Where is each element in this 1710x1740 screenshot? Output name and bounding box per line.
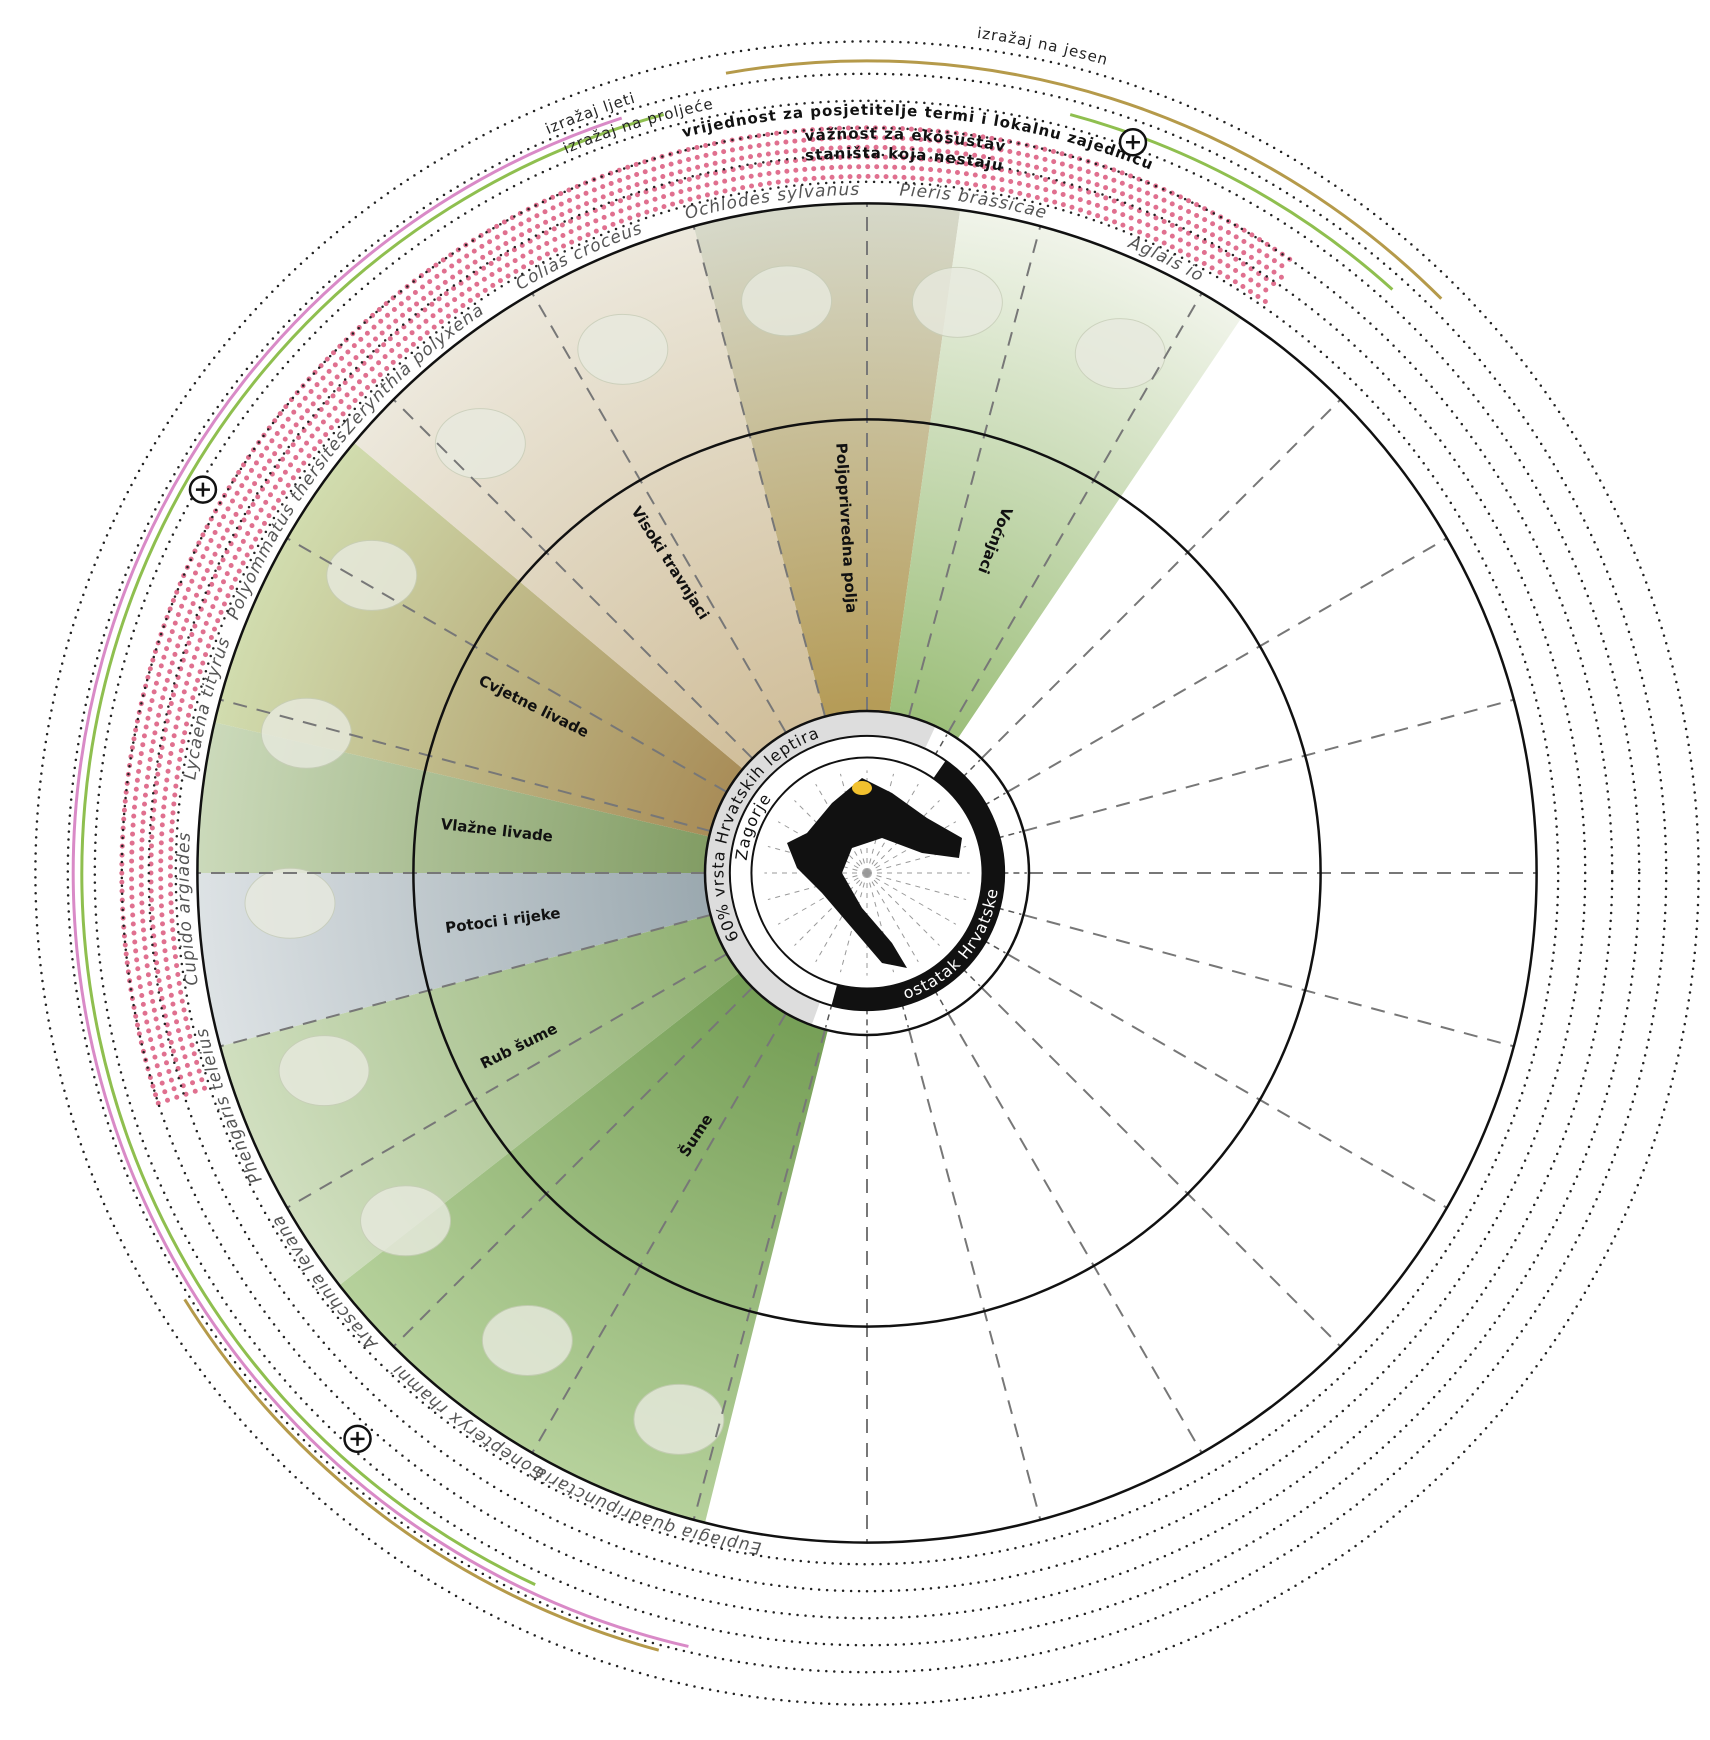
habitat-area <box>354 226 826 769</box>
butterfly-photo <box>326 539 418 611</box>
sector-line <box>286 953 728 1209</box>
rest-band <box>831 760 1005 1011</box>
summer-arc <box>80 113 665 1586</box>
autumn-arc-low <box>183 1298 660 1652</box>
sector-line <box>219 698 711 833</box>
butterfly-photo <box>1074 318 1166 390</box>
butterfly-photo <box>741 265 833 337</box>
butterfly-photo <box>633 1383 725 1455</box>
plus-icon-cross <box>195 482 210 497</box>
map-tick <box>866 872 940 946</box>
dotted-ring <box>147 153 1587 1593</box>
butterfly-photo <box>434 408 526 480</box>
map-tick <box>815 872 868 963</box>
dotted-ring <box>34 40 1700 1706</box>
plus-icon-cross <box>350 1431 365 1446</box>
sector-line <box>692 1029 827 1521</box>
butterfly-photo <box>278 1035 370 1107</box>
dotted-ring <box>120 126 1614 1620</box>
inner-circle <box>703 709 1031 1037</box>
disappearing-dots <box>129 135 1292 1103</box>
sector-line <box>947 1012 1203 1454</box>
sector-line <box>219 913 711 1048</box>
sector-line <box>392 986 754 1348</box>
dotted-ring <box>93 99 1641 1647</box>
summer-arc-top <box>1069 113 1394 291</box>
map-tick <box>866 872 967 901</box>
map-tick <box>777 872 868 925</box>
sector-line <box>947 292 1203 734</box>
map-tick <box>794 872 868 946</box>
sector-line <box>907 225 1042 717</box>
sector-line <box>1023 913 1515 1048</box>
ring-label: izražaj na jesen <box>976 24 1110 69</box>
sector-line <box>692 225 827 717</box>
butterfly-photo <box>360 1185 452 1257</box>
sector-line <box>1023 698 1515 833</box>
sector-line <box>531 292 787 734</box>
map-tick <box>866 845 967 874</box>
disappearing-dots <box>138 144 1286 1100</box>
sector-line <box>907 1029 1042 1521</box>
plus-icon-cross <box>1125 135 1140 150</box>
sector-line <box>392 398 754 760</box>
dotted-ring <box>174 180 1560 1566</box>
disappearing-dots <box>148 154 1281 1097</box>
butterfly-photo <box>481 1304 573 1376</box>
habitat-area <box>339 972 828 1523</box>
ring-label-path: izražaj na jesen <box>976 24 1109 69</box>
butterfly-photo <box>244 867 336 939</box>
share-band <box>705 711 936 1026</box>
butterfly-photo <box>260 697 352 769</box>
zagorje-spot <box>852 781 872 795</box>
ring-circle <box>196 202 1538 1544</box>
sector-line <box>1006 537 1448 793</box>
sector-line <box>531 1012 787 1454</box>
map-tick <box>866 872 895 973</box>
autumn-arc <box>725 59 1443 300</box>
sector-line <box>980 398 1342 760</box>
spring-arc <box>71 116 689 1648</box>
sector-line <box>1006 953 1448 1209</box>
butterfly-photo <box>577 313 669 385</box>
ring-circle <box>412 418 1322 1328</box>
map-tick <box>866 872 957 925</box>
sector-line <box>980 986 1342 1348</box>
sector-line <box>286 537 728 793</box>
disappearing-dots <box>158 164 1275 1094</box>
dotted-ring <box>66 72 1668 1674</box>
habitat-area <box>693 203 961 717</box>
butterfly-photo <box>911 266 1003 338</box>
croatia-map <box>787 778 962 968</box>
map-tick <box>866 872 919 963</box>
habitat-area <box>220 914 740 1286</box>
